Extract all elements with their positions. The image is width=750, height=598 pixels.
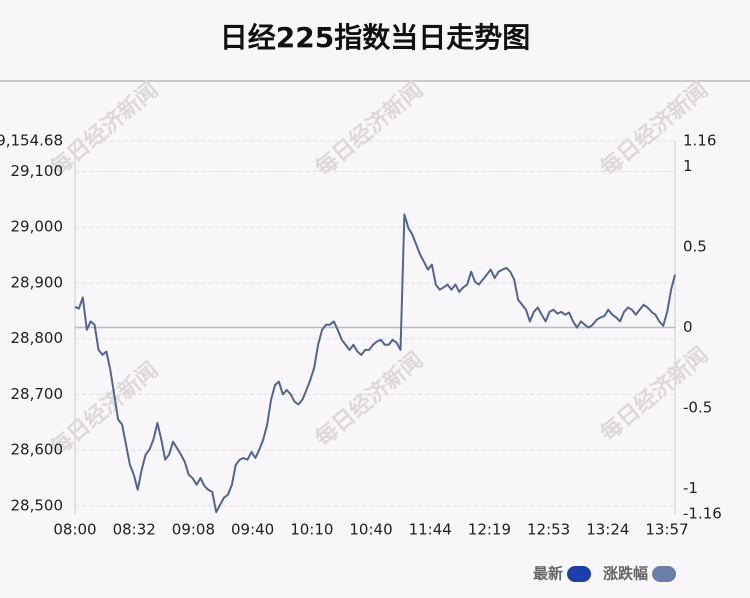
y-tick-label: 28,500 xyxy=(11,496,64,514)
y2-tick-label: -1 xyxy=(683,479,698,497)
y-tick-label: 29,154.68 xyxy=(0,132,63,150)
y2-tick-label: -0.5 xyxy=(683,398,712,416)
watermark: 每日经济新闻 xyxy=(595,77,713,182)
x-tick-label: 10:10 xyxy=(290,521,333,539)
legend-label: 最新 xyxy=(533,565,563,583)
watermark: 每日经济新闻 xyxy=(310,77,428,182)
watermark: 每日经济新闻 xyxy=(45,77,163,182)
price-line xyxy=(74,213,676,514)
y2-tick-label: 0 xyxy=(683,318,693,336)
legend-swatch xyxy=(652,566,677,582)
y-tick-label: 29,100 xyxy=(11,162,64,180)
watermark: 每日经济新闻 xyxy=(310,347,428,452)
y-tick-label: 28,800 xyxy=(11,329,64,347)
watermark: 每日经济新闻 xyxy=(45,357,163,462)
y2-tick-label: 0.5 xyxy=(683,238,707,256)
x-tick-label: 13:24 xyxy=(586,521,629,539)
x-tick-label: 09:08 xyxy=(172,521,215,539)
x-tick-label: 12:19 xyxy=(468,521,511,539)
y-tick-label: 29,000 xyxy=(11,218,64,236)
x-tick-label: 08:00 xyxy=(53,521,96,539)
y-tick-label: 28,900 xyxy=(11,273,64,291)
y2-tick-label: 1.16 xyxy=(683,132,716,150)
x-tick-label: 10:40 xyxy=(349,521,392,539)
chart-title: 日经225指数当日走势图 xyxy=(220,21,530,54)
y2-tick-label: -1.16 xyxy=(683,505,722,523)
x-tick-label: 13:57 xyxy=(645,521,688,539)
x-tick-label: 09:40 xyxy=(231,521,274,539)
x-tick-label: 08:32 xyxy=(113,521,156,539)
y-tick-label: 28,700 xyxy=(11,385,64,403)
x-tick-label: 11:44 xyxy=(409,521,452,539)
x-tick-label: 12:53 xyxy=(527,521,570,539)
watermark: 每日经济新闻 xyxy=(595,342,713,447)
y2-tick-label: 1 xyxy=(683,157,693,175)
y-tick-label: 28,600 xyxy=(11,441,64,459)
legend-label: 涨跌幅 xyxy=(603,565,648,583)
legend-swatch xyxy=(567,566,592,582)
